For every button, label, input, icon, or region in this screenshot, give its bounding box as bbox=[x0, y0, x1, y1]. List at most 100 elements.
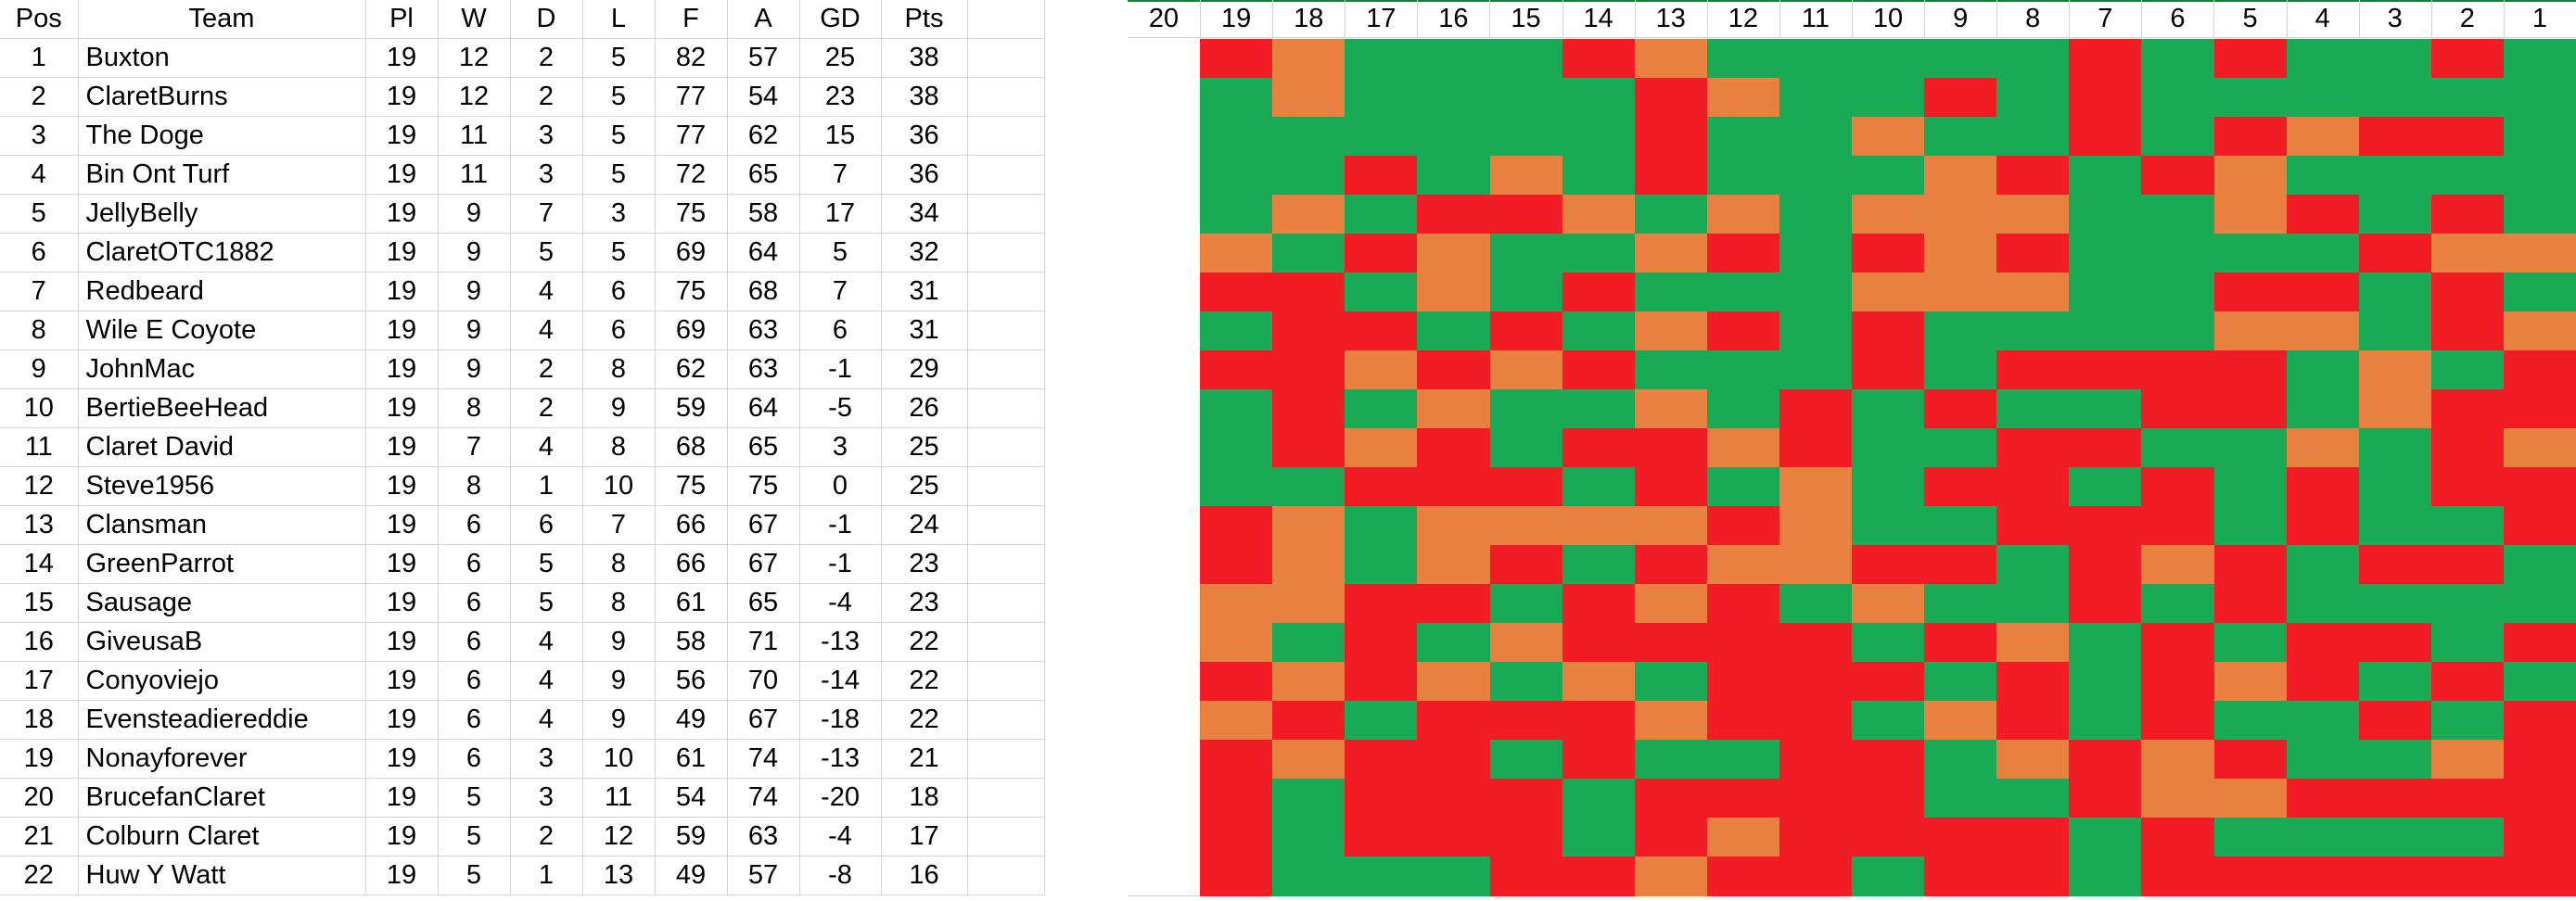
cell-w[interactable]: 9 bbox=[438, 194, 511, 234]
result-cell[interactable] bbox=[2430, 545, 2505, 585]
result-cell[interactable] bbox=[1852, 195, 1926, 235]
result-cell[interactable] bbox=[2286, 506, 2360, 546]
result-cell[interactable] bbox=[2358, 701, 2432, 741]
cell-spacer[interactable] bbox=[967, 233, 1045, 273]
result-cell[interactable] bbox=[1852, 39, 1926, 79]
result-cell[interactable] bbox=[1272, 156, 1346, 196]
result-cell[interactable] bbox=[1417, 701, 1491, 741]
cell-w[interactable]: 9 bbox=[438, 233, 511, 273]
result-cell[interactable] bbox=[2213, 311, 2288, 351]
result-cell[interactable] bbox=[2503, 623, 2576, 663]
result-cell[interactable] bbox=[1634, 428, 1708, 468]
result-cell[interactable] bbox=[2358, 584, 2432, 624]
result-cell[interactable] bbox=[2286, 428, 2360, 468]
cell-spacer[interactable] bbox=[967, 739, 1045, 779]
result-cell[interactable] bbox=[1996, 779, 2071, 819]
result-cell[interactable] bbox=[1272, 545, 1346, 585]
cell-pos[interactable]: 16 bbox=[0, 622, 79, 662]
cell-pl[interactable]: 19 bbox=[365, 194, 439, 234]
result-cell[interactable] bbox=[1996, 389, 2071, 429]
result-cell[interactable] bbox=[2503, 78, 2576, 118]
result-cell[interactable] bbox=[2069, 818, 2143, 857]
cell-f[interactable]: 77 bbox=[655, 77, 728, 117]
result-cell[interactable] bbox=[1272, 273, 1346, 312]
result-cell[interactable] bbox=[1779, 701, 1853, 741]
cell-d[interactable]: 2 bbox=[510, 349, 583, 389]
cell-pl[interactable]: 19 bbox=[365, 155, 439, 195]
result-cell[interactable] bbox=[2141, 350, 2215, 390]
result-cell[interactable] bbox=[2213, 545, 2288, 585]
cell-a[interactable]: 74 bbox=[727, 778, 800, 818]
result-cell[interactable] bbox=[1272, 389, 1346, 429]
result-cell[interactable] bbox=[1924, 740, 1998, 780]
cell-spacer[interactable] bbox=[967, 700, 1045, 740]
cell-team[interactable]: Claret David bbox=[78, 427, 366, 467]
result-cell[interactable] bbox=[1345, 467, 1419, 507]
result-cell[interactable] bbox=[1779, 818, 1853, 857]
cell-gd[interactable]: -1 bbox=[799, 349, 882, 389]
cell-team[interactable]: GreenParrot bbox=[78, 544, 366, 584]
cell-pl[interactable]: 19 bbox=[365, 349, 439, 389]
result-cell[interactable] bbox=[1996, 117, 2071, 157]
result-cell[interactable] bbox=[2069, 740, 2143, 780]
result-cell[interactable] bbox=[1706, 389, 1780, 429]
result-cell[interactable] bbox=[1852, 623, 1926, 663]
cell-pl[interactable]: 19 bbox=[365, 661, 439, 701]
result-cell[interactable] bbox=[1200, 39, 1274, 79]
cell-pl[interactable]: 19 bbox=[365, 311, 439, 350]
result-cell[interactable] bbox=[1996, 311, 2071, 351]
cell-d[interactable]: 6 bbox=[510, 505, 583, 545]
cell-w[interactable]: 8 bbox=[438, 466, 511, 506]
result-cell[interactable] bbox=[1924, 234, 1998, 273]
cell-spacer[interactable] bbox=[967, 583, 1045, 623]
result-cell[interactable] bbox=[1634, 350, 1708, 390]
cell-w[interactable]: 6 bbox=[438, 739, 511, 779]
result-cell[interactable] bbox=[2141, 701, 2215, 741]
cell-f[interactable]: 75 bbox=[655, 466, 728, 506]
result-cell[interactable] bbox=[1634, 117, 1708, 157]
result-cell[interactable] bbox=[1634, 701, 1708, 741]
result-cell[interactable] bbox=[1128, 273, 1202, 312]
result-cell[interactable] bbox=[1200, 78, 1274, 118]
cell-spacer[interactable] bbox=[967, 622, 1045, 662]
result-cell[interactable] bbox=[2213, 623, 2288, 663]
cell-l[interactable]: 8 bbox=[582, 583, 656, 623]
result-cell[interactable] bbox=[1345, 779, 1419, 819]
result-cell[interactable] bbox=[2213, 195, 2288, 235]
result-cell[interactable] bbox=[1128, 156, 1202, 196]
result-cell[interactable] bbox=[1706, 467, 1780, 507]
cell-f[interactable]: 54 bbox=[655, 778, 728, 818]
result-cell[interactable] bbox=[1779, 623, 1853, 663]
cell-f[interactable]: 72 bbox=[655, 155, 728, 195]
result-cell[interactable] bbox=[2213, 156, 2288, 196]
cell-d[interactable]: 1 bbox=[510, 466, 583, 506]
result-cell[interactable] bbox=[1345, 623, 1419, 663]
cell-f[interactable]: 69 bbox=[655, 311, 728, 350]
result-cell[interactable] bbox=[1924, 584, 1998, 624]
cell-spacer[interactable] bbox=[967, 388, 1045, 428]
result-cell[interactable] bbox=[2286, 311, 2360, 351]
cell-l[interactable]: 8 bbox=[582, 427, 656, 467]
result-cell[interactable] bbox=[2430, 467, 2505, 507]
result-cell[interactable] bbox=[1706, 701, 1780, 741]
cell-pl[interactable]: 19 bbox=[365, 233, 439, 273]
result-cell[interactable] bbox=[1779, 545, 1853, 585]
cell-d[interactable]: 4 bbox=[510, 272, 583, 311]
result-cell[interactable] bbox=[2503, 350, 2576, 390]
cell-pos[interactable]: 11 bbox=[0, 427, 79, 467]
cell-gd[interactable]: 3 bbox=[799, 427, 882, 467]
cell-d[interactable]: 4 bbox=[510, 427, 583, 467]
result-cell[interactable] bbox=[1345, 584, 1419, 624]
result-cell[interactable] bbox=[2430, 117, 2505, 157]
cell-l[interactable]: 6 bbox=[582, 311, 656, 350]
result-cell[interactable] bbox=[2358, 39, 2432, 79]
result-cell[interactable] bbox=[2213, 467, 2288, 507]
result-cell[interactable] bbox=[1489, 195, 1563, 235]
result-cell[interactable] bbox=[2286, 350, 2360, 390]
result-cell[interactable] bbox=[2141, 78, 2215, 118]
result-cell[interactable] bbox=[1272, 234, 1346, 273]
result-cell[interactable] bbox=[2141, 779, 2215, 819]
cell-team[interactable]: JohnMac bbox=[78, 349, 366, 389]
cell-f[interactable]: 66 bbox=[655, 544, 728, 584]
